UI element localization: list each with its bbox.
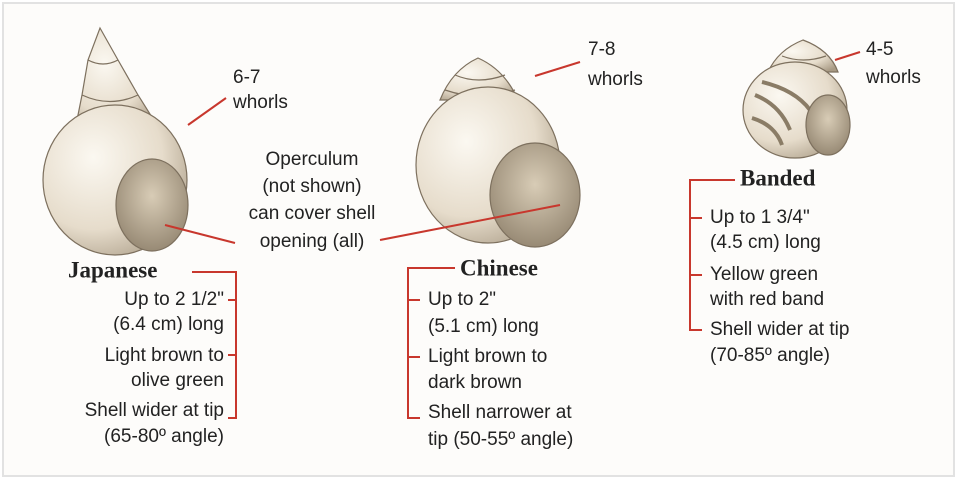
detail: Up to 1 3/4"	[710, 207, 810, 228]
species-name: Japanese	[68, 257, 157, 282]
whorl-label: whorls	[232, 92, 288, 113]
detail: (4.5 cm) long	[710, 232, 821, 253]
detail: (70-85º angle)	[710, 345, 830, 366]
detail: Light brown to	[428, 346, 547, 367]
note-line: opening (all)	[260, 231, 365, 252]
detail: Light brown to	[105, 345, 224, 366]
species-name: Banded	[740, 165, 816, 190]
note-line: Operculum	[266, 149, 359, 170]
detail: with red band	[709, 289, 824, 310]
whorl-count: 7-8	[588, 39, 615, 60]
detail: Yellow green	[710, 264, 818, 285]
whorl-label: whorls	[865, 67, 921, 88]
page: {"species": [ {"name": "Japanese", "whor…	[0, 0, 957, 479]
note-line: (not shown)	[262, 176, 361, 197]
detail: dark brown	[428, 372, 522, 393]
detail: tip (50-55º angle)	[428, 429, 573, 450]
detail: (6.4 cm) long	[113, 314, 224, 335]
diagram: 6-7 whorls Japanese Up to 2 1/2" (6.4 cm…	[0, 0, 957, 479]
detail: (5.1 cm) long	[428, 316, 539, 337]
detail: olive green	[131, 370, 224, 391]
detail: (65-80º angle)	[104, 426, 224, 447]
detail: Up to 2 1/2"	[124, 289, 224, 310]
detail: Shell narrower at	[428, 402, 572, 423]
detail: Shell wider at tip	[710, 319, 849, 340]
detail: Shell wider at tip	[85, 400, 224, 421]
whorl-count: 4-5	[866, 39, 893, 60]
whorl-count: 6-7	[233, 67, 260, 88]
whorl-label: whorls	[587, 69, 643, 90]
detail: Up to 2"	[428, 289, 496, 310]
species-name: Chinese	[460, 255, 538, 280]
note-line: can cover shell	[249, 203, 376, 224]
